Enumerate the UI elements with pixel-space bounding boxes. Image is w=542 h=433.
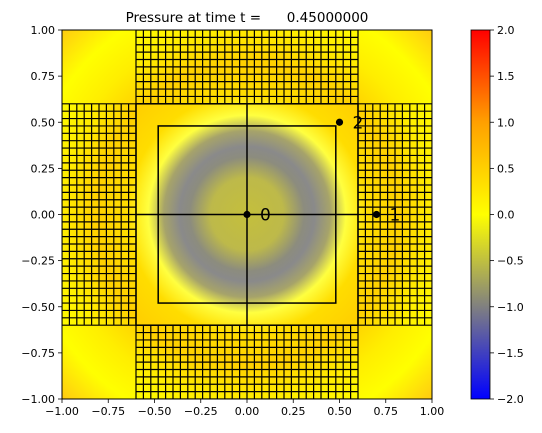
fine-mesh-region-3 [357,103,432,326]
y-tick-label: −1.00 [21,393,55,406]
x-tick-label: 0.50 [327,405,352,418]
y-tick-label: 0.25 [31,162,56,175]
x-tick-label: −0.25 [184,405,218,418]
colorbar-tick-label: −2.0 [497,393,524,406]
x-tick-label: −1.00 [45,405,79,418]
gauge-label-1: 1 [390,206,401,226]
colorbar-tick-label: 1.5 [497,70,515,83]
x-tick-label: 0.00 [235,405,260,418]
x-tick-label: 1.00 [420,405,445,418]
y-tick-label: 1.00 [31,24,56,37]
fine-mesh-region-0 [135,30,359,105]
colorbar-tick-label: 0.0 [497,209,515,222]
gauge-label-0: 0 [260,206,271,226]
y-tick-label: 0.00 [31,209,56,222]
gauges: 0 1 2 [243,113,401,226]
gauge-marker-1 [372,210,381,219]
y-tick-label: −0.75 [21,347,55,360]
y-axis-ticks: −1.00 −0.75 −0.50 −0.25 0.00 0.25 0.50 0.75 1.00 [21,24,62,406]
y-tick-label: −0.50 [21,301,55,314]
mesh-grid [62,30,432,399]
y-tick-label: 0.75 [31,70,56,83]
colorbar-tick-label: −0.5 [497,255,524,268]
colorbar-tick-label: 2.0 [497,24,515,37]
colorbar [470,29,491,400]
colorbar-tick-label: −1.5 [497,347,524,360]
gauge-label-2: 2 [353,113,364,133]
chart-title: Pressure at time t = 0.45000000 [126,10,369,26]
colorbar-ticks: −2.0 −1.5 −1.0 −0.5 0.0 0.5 1.0 1.5 2.0 [490,24,524,406]
colorbar-tick-label: 0.5 [497,162,515,175]
x-tick-label: −0.50 [138,405,172,418]
gauge-marker-2 [335,118,344,126]
x-axis-ticks: −1.00 −0.75 −0.50 −0.25 0.00 0.25 0.50 0.75 1.00 [45,399,444,418]
x-tick-label: 0.75 [374,405,399,418]
colorbar-tick-label: −1.0 [497,301,524,314]
colorbar-tick-label: 1.0 [497,116,515,129]
y-tick-label: −0.25 [21,255,55,268]
y-tick-label: 0.50 [31,116,56,129]
gauge-marker-0 [243,210,251,219]
x-tick-label: 0.25 [281,405,306,418]
x-tick-label: −0.75 [91,405,125,418]
